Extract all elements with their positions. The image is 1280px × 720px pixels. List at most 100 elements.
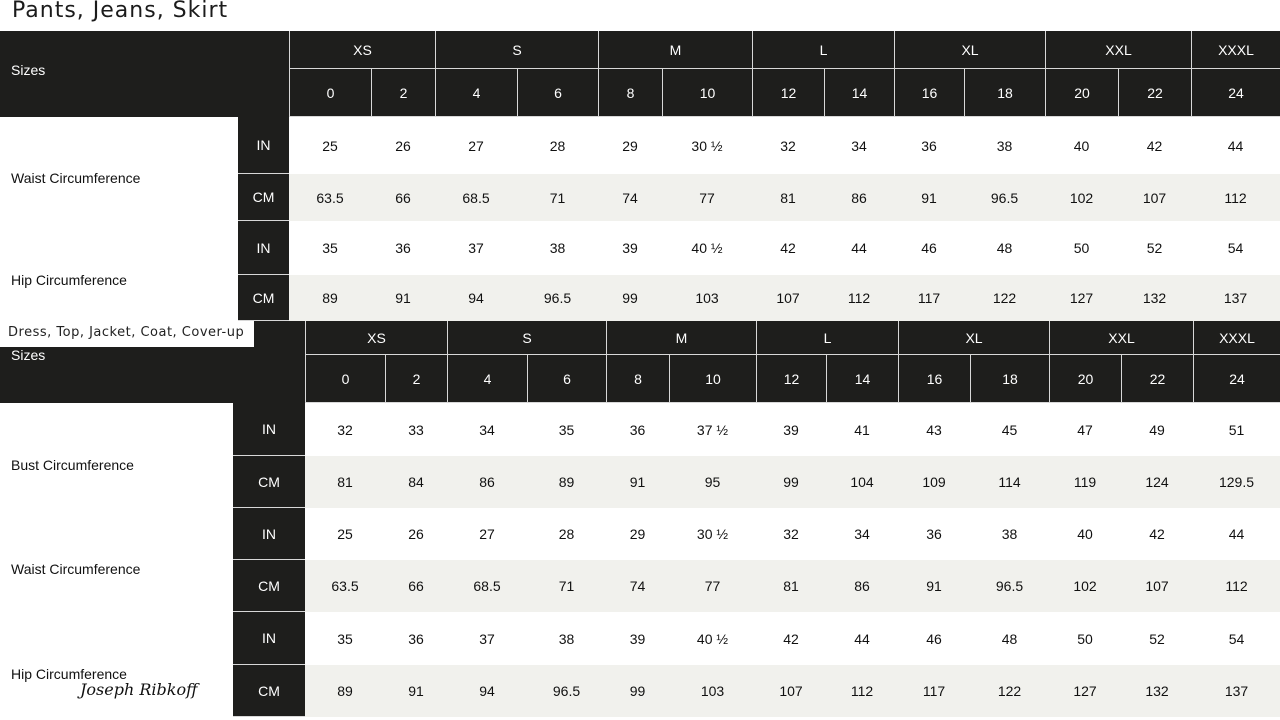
measurement-value: 34 — [854, 526, 870, 542]
measurement-value: 91 — [926, 578, 942, 594]
measurement-value: 54 — [1227, 240, 1244, 256]
measurement-value: 42 — [1146, 137, 1163, 154]
measurement-value: 47 — [1077, 421, 1093, 438]
measurement-value: 33 — [408, 421, 424, 438]
measurement-value: 96.5 — [995, 578, 1024, 594]
size-group-header: XL — [894, 31, 1045, 69]
header-background — [0, 31, 289, 117]
size-number-header: 14 — [824, 69, 894, 117]
measurement-value: 132 — [1145, 683, 1169, 699]
measurement-value: 50 — [1077, 630, 1093, 647]
measurement-value: 71 — [549, 189, 566, 206]
size-group-header: XS — [305, 321, 447, 355]
measurement-value: 36 — [629, 421, 646, 438]
measurement-value: 117 — [922, 683, 946, 699]
measurement-value: 86 — [479, 474, 495, 490]
measurement-value: 104 — [850, 474, 874, 490]
measurement-value: 35 — [337, 630, 353, 647]
size-group-header: L — [752, 31, 894, 69]
row-background — [305, 560, 1280, 612]
measurement-value: 36 — [395, 240, 411, 256]
size-number-header: 2 — [371, 69, 435, 117]
unit-label-in: IN — [238, 117, 289, 174]
measurement-value: 96.5 — [552, 683, 581, 699]
size-number-header: 4 — [447, 355, 527, 403]
unit-label-cm: CM — [233, 456, 305, 508]
size-group-header: M — [606, 321, 756, 355]
measurement-value: 63.5 — [316, 189, 344, 206]
measurement-value: 94 — [479, 683, 495, 699]
size-number-header: 20 — [1049, 355, 1121, 403]
measurement-value: 44 — [1228, 526, 1245, 542]
measurement-value: 42 — [783, 630, 799, 647]
size-number-header: 2 — [385, 355, 447, 403]
measurement-value: 89 — [558, 474, 575, 490]
measurement-label: Hip Circumference — [11, 665, 127, 682]
size-number-header: 12 — [756, 355, 826, 403]
size-number-header: 22 — [1121, 355, 1193, 403]
measurement-value: 34 — [479, 421, 495, 438]
pants-table-title: Pants, Jeans, Skirt — [12, 0, 229, 23]
measurement-value: 32 — [783, 526, 799, 542]
measurement-value: 91 — [921, 189, 937, 206]
measurement-value: 40 — [1077, 526, 1093, 542]
measurement-value: 46 — [926, 630, 942, 647]
size-number-header: 10 — [669, 355, 756, 403]
measurement-label: Bust Circumference — [11, 456, 134, 473]
measurement-value: 127 — [1073, 683, 1097, 699]
size-group-header: L — [756, 321, 898, 355]
measurement-value: 81 — [780, 189, 796, 206]
measurement-value: 124 — [1145, 474, 1169, 490]
measurement-value: 117 — [917, 290, 941, 306]
measurement-value: 77 — [699, 189, 715, 206]
measurement-value: 30 ½ — [696, 526, 729, 542]
measurement-value: 68.5 — [473, 578, 501, 594]
measurement-value: 66 — [408, 578, 424, 594]
measurement-value: 102 — [1073, 578, 1097, 594]
measurement-value: 129.5 — [1218, 474, 1255, 490]
measurement-value: 40 ½ — [691, 240, 723, 256]
measurement-label: Waist Circumference — [11, 170, 141, 186]
measurement-value: 36 — [921, 137, 937, 154]
measurement-value: 48 — [1001, 630, 1018, 647]
measurement-value: 35 — [322, 240, 338, 256]
measurement-value: 91 — [395, 290, 411, 306]
unit-label-cm: CM — [238, 174, 289, 221]
unit-label-cm: CM — [238, 275, 289, 321]
size-number-header: 4 — [435, 69, 517, 117]
size-group-header: M — [598, 31, 752, 69]
measurement-value: 84 — [408, 474, 424, 490]
size-group-header: XXL — [1049, 321, 1193, 355]
measurement-value: 37 ½ — [696, 421, 729, 438]
measurement-value: 63.5 — [331, 578, 359, 594]
measurement-value: 25 — [337, 526, 353, 542]
measurement-value: 91 — [408, 683, 424, 699]
size-number-header: 0 — [305, 355, 385, 403]
size-number-header: 6 — [517, 69, 598, 117]
measurement-value: 39 — [622, 240, 638, 256]
measurement-value: 28 — [558, 526, 575, 542]
measurement-value: 107 — [779, 683, 803, 699]
measurement-value: 68.5 — [462, 189, 490, 206]
unit-label-cm: CM — [233, 665, 305, 717]
measurement-value: 99 — [783, 474, 799, 490]
size-group-header: XXXL — [1193, 321, 1280, 355]
measurement-value: 44 — [854, 630, 870, 647]
measurement-value: 127 — [1069, 290, 1094, 306]
measurement-label: Hip Circumference — [11, 272, 127, 288]
size-number-header: 24 — [1191, 69, 1280, 117]
measurement-value: 95 — [704, 474, 721, 490]
measurement-value: 102 — [1069, 189, 1094, 206]
measurement-value: 107 — [1142, 189, 1167, 206]
size-group-header: S — [447, 321, 606, 355]
measurement-value: 37 — [479, 630, 495, 647]
row-background — [305, 456, 1280, 508]
measurement-value: 103 — [695, 290, 719, 306]
size-number-header: 18 — [964, 69, 1045, 117]
size-group-header: S — [435, 31, 598, 69]
measurement-value: 122 — [997, 683, 1022, 699]
measurement-value: 28 — [549, 137, 566, 154]
measurement-value: 40 ½ — [696, 630, 729, 647]
measurement-value: 44 — [851, 240, 867, 256]
size-number-header: 18 — [970, 355, 1049, 403]
